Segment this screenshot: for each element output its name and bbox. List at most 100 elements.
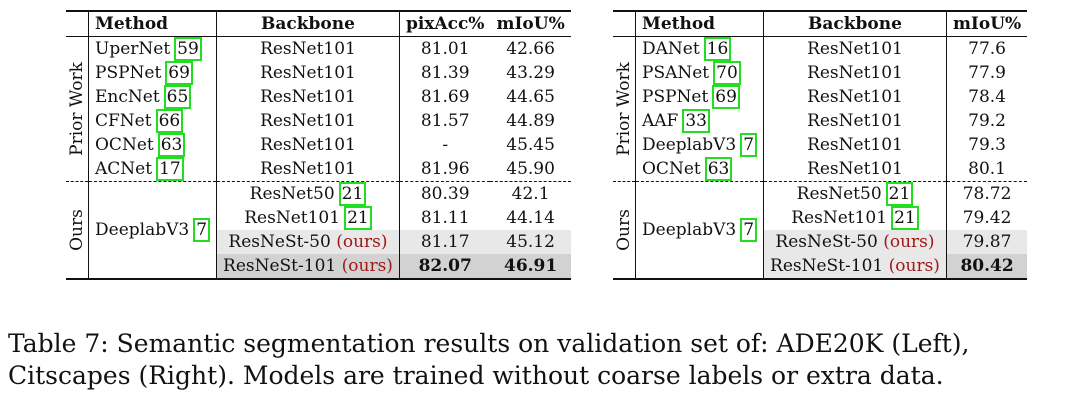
pixacc-cell: 80.39 bbox=[420, 184, 470, 204]
header-pixacc: pixAcc% bbox=[405, 14, 485, 34]
pixacc-cell: 81.39 bbox=[420, 63, 470, 83]
table-row: DeeplabV3 7 ResNet101 79.3 bbox=[613, 133, 1027, 157]
backbone-cell: ResNet101 21 bbox=[763, 206, 947, 230]
table-row: PSANet 70 ResNet101 77.9 bbox=[613, 61, 1027, 85]
ours-tag: (ours) bbox=[883, 232, 935, 252]
table-row: ResNeSt-101 (ours) 82.07 46.91 bbox=[66, 254, 571, 279]
method-cell: PSPNet 69 bbox=[88, 61, 218, 85]
method-cell: PSPNet 69 bbox=[635, 85, 765, 109]
citation-link[interactable]: 66 bbox=[155, 109, 184, 133]
table-row: Ours DeeplabV3 7 ResNet50 21 78.72 bbox=[613, 181, 1027, 279]
method-cell: AAF 33 bbox=[635, 109, 765, 133]
miou-cell: 45.90 bbox=[506, 159, 555, 179]
table-header-row: Method Backbone pixAcc% mIoU% bbox=[66, 11, 571, 37]
pixacc-cell: 81.57 bbox=[420, 111, 470, 131]
backbone-cell: ResNet101 bbox=[763, 36, 947, 61]
group-header-spacer bbox=[66, 11, 89, 37]
method-cell: OCNet 63 bbox=[88, 133, 218, 157]
miou-cell: 79.87 bbox=[946, 230, 1028, 254]
miou-cell: 42.66 bbox=[506, 39, 555, 59]
header-miou: mIoU% bbox=[952, 14, 1022, 34]
citation-link[interactable]: 21 bbox=[338, 182, 367, 206]
method-cell: OCNet 63 bbox=[635, 157, 765, 182]
table-row: ResNeSt-50 (ours) 79.87 bbox=[613, 230, 1028, 254]
citation-link[interactable]: 21 bbox=[344, 206, 372, 230]
backbone-cell: ResNet50 21 bbox=[216, 181, 400, 206]
method-cell: DeeplabV3 7 bbox=[88, 181, 218, 279]
header-backbone: Backbone bbox=[763, 11, 947, 37]
table-row: Prior Work UperNet 59 ResNet101 81.01 42.… bbox=[66, 36, 571, 182]
ours-tag: (ours) bbox=[341, 256, 393, 276]
backbone-cell: ResNet101 bbox=[216, 133, 400, 157]
table-row: OCNet 63 ResNet101 80.1 bbox=[613, 157, 1027, 182]
citation-link[interactable]: 7 bbox=[740, 133, 758, 157]
citation-link[interactable]: 63 bbox=[157, 133, 186, 157]
header-backbone: Backbone bbox=[216, 11, 400, 37]
table-row: ResNeSt-101 (ours) 80.42 bbox=[613, 254, 1028, 279]
pixacc-cell: 81.01 bbox=[420, 39, 470, 59]
miou-cell: 43.29 bbox=[506, 63, 555, 83]
group-label-ours: Ours bbox=[66, 181, 89, 279]
method-cell: ACNet 17 bbox=[88, 157, 218, 182]
citation-link[interactable]: 70 bbox=[713, 61, 741, 85]
citation-link[interactable]: 7 bbox=[740, 218, 758, 242]
table-row: Ours DeeplabV3 7 ResNet50 21 80.39 42.1 bbox=[66, 181, 571, 279]
header-method: Method bbox=[88, 11, 218, 37]
miou-cell: 80.1 bbox=[968, 159, 1006, 179]
method-cell: DeeplabV3 7 bbox=[635, 133, 765, 157]
miou-cell: 45.45 bbox=[506, 135, 555, 155]
header-miou: mIoU% bbox=[496, 14, 565, 34]
miou-cell: 78.72 bbox=[962, 184, 1012, 204]
backbone-cell: ResNet101 bbox=[216, 157, 400, 182]
method-cell: PSANet 70 bbox=[635, 61, 765, 85]
backbone-cell: ResNet101 bbox=[763, 109, 947, 133]
citation-link[interactable]: 63 bbox=[704, 157, 733, 181]
backbone-cell: ResNeSt-50 (ours) bbox=[763, 230, 947, 254]
backbone-cell: ResNet101 bbox=[216, 85, 400, 109]
miou-cell: 42.1 bbox=[511, 184, 550, 204]
backbone-cell: ResNet101 bbox=[763, 61, 947, 85]
miou-cell: 44.89 bbox=[506, 111, 555, 131]
backbone-cell: ResNet101 bbox=[763, 157, 947, 182]
pixacc-cell: 81.96 bbox=[420, 159, 470, 179]
citation-link[interactable]: 59 bbox=[174, 37, 202, 61]
table-row: ResNeSt-50 (ours) 81.17 45.12 bbox=[66, 230, 571, 254]
miou-cell: 77.6 bbox=[968, 39, 1006, 59]
table-row: PSPNet 69 ResNet101 78.4 bbox=[613, 85, 1027, 109]
citation-link[interactable]: 7 bbox=[193, 218, 211, 242]
table-row: CFNet 66 ResNet101 81.57 44.89 bbox=[66, 109, 571, 133]
backbone-cell: ResNeSt-101 (ours) bbox=[763, 254, 947, 279]
pixacc-cell: - bbox=[442, 135, 449, 155]
header-method: Method bbox=[635, 11, 765, 37]
citation-link[interactable]: 69 bbox=[712, 85, 740, 109]
citation-link[interactable]: 21 bbox=[891, 206, 919, 230]
method-cell: DeeplabV3 7 bbox=[635, 181, 765, 279]
citation-link[interactable]: 17 bbox=[156, 157, 184, 181]
miou-cell: 78.4 bbox=[968, 87, 1006, 107]
citation-link[interactable]: 65 bbox=[163, 85, 192, 109]
miou-cell: 45.12 bbox=[490, 230, 571, 254]
ours-tag: (ours) bbox=[336, 232, 388, 252]
cityscapes-results-table: Method Backbone mIoU% Prior Work DANet 16… bbox=[613, 10, 1028, 280]
method-cell: DANet 16 bbox=[635, 36, 765, 61]
group-label-ours: Ours bbox=[613, 181, 636, 279]
pixacc-cell: 81.17 bbox=[399, 230, 491, 254]
citation-link[interactable]: 69 bbox=[165, 61, 193, 85]
backbone-cell: ResNet101 bbox=[763, 85, 947, 109]
backbone-cell: ResNeSt-50 (ours) bbox=[216, 230, 400, 254]
table-row: OCNet 63 ResNet101 - 45.45 bbox=[66, 133, 571, 157]
citation-link[interactable]: 21 bbox=[885, 182, 914, 206]
table-row: EncNet 65 ResNet101 81.69 44.65 bbox=[66, 85, 571, 109]
citation-link[interactable]: 16 bbox=[703, 37, 732, 61]
backbone-cell: ResNet101 bbox=[216, 61, 400, 85]
table-row: ACNet 17 ResNet101 81.96 45.90 bbox=[66, 157, 571, 182]
group-label-prior-work: Prior Work bbox=[613, 36, 636, 182]
miou-cell: 79.2 bbox=[968, 111, 1006, 131]
backbone-cell: ResNet101 bbox=[216, 109, 400, 133]
table-row: ResNet101 21 81.11 44.14 bbox=[66, 206, 571, 230]
pixacc-cell: 81.11 bbox=[420, 208, 470, 228]
method-cell: CFNet 66 bbox=[88, 109, 218, 133]
pixacc-cell: 81.69 bbox=[420, 87, 470, 107]
citation-link[interactable]: 33 bbox=[682, 109, 710, 133]
group-label-prior-work: Prior Work bbox=[66, 36, 89, 182]
